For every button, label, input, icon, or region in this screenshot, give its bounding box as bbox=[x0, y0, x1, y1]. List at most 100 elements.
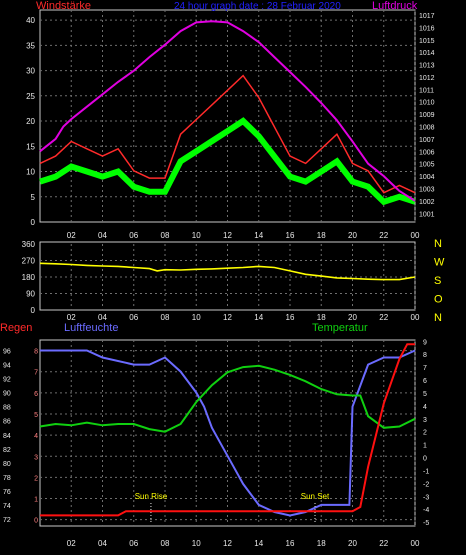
pressure-tick-label: 1008 bbox=[419, 125, 435, 132]
rain-axis-label: Regen bbox=[0, 322, 32, 334]
x-tick-label: 16 bbox=[286, 313, 295, 322]
humidity-temperature-rain-chart: 01234567872747678808284868890929496-5-4-… bbox=[0, 322, 429, 548]
temperature-tick-label: 8 bbox=[423, 352, 427, 359]
wind-y-tick-label: 15 bbox=[26, 142, 35, 151]
x-tick-label: 18 bbox=[317, 539, 326, 548]
wind-y-tick-label: 30 bbox=[26, 67, 35, 76]
humidity-tick-label: 74 bbox=[3, 503, 11, 510]
compass-label: N bbox=[434, 238, 442, 250]
temperature-tick-label: -2 bbox=[423, 481, 429, 488]
x-tick-label: 04 bbox=[98, 539, 107, 548]
x-tick-label: 04 bbox=[98, 231, 107, 240]
pressure-tick-label: 1004 bbox=[419, 174, 435, 181]
pressure-axis-label: Luftdruck bbox=[372, 0, 418, 12]
x-tick-label: 12 bbox=[223, 313, 232, 322]
humidity-tick-label: 92 bbox=[3, 377, 11, 384]
x-tick-label: 16 bbox=[286, 231, 295, 240]
direction-y-tick-label: 270 bbox=[22, 257, 36, 266]
x-tick-label: 20 bbox=[348, 231, 357, 240]
humidity-tick-label: 94 bbox=[3, 363, 11, 370]
temperature-line bbox=[39, 364, 416, 433]
wind-y-tick-label: 40 bbox=[26, 16, 35, 25]
wind-y-tick-label: 25 bbox=[26, 92, 35, 101]
rain-tick-label: 0 bbox=[34, 518, 38, 525]
rain-tick-label: 2 bbox=[34, 475, 38, 482]
wind-y-tick-label: 5 bbox=[31, 193, 36, 202]
direction-y-tick-label: 360 bbox=[22, 240, 36, 249]
direction-y-tick-label: 0 bbox=[31, 306, 36, 315]
pressure-tick-label: 1002 bbox=[419, 199, 435, 206]
temperature-tick-label: 5 bbox=[423, 391, 427, 398]
rain-tick-label: 8 bbox=[34, 349, 38, 356]
x-tick-label: 16 bbox=[286, 539, 295, 548]
x-tick-label: 22 bbox=[379, 539, 388, 548]
humidity-line bbox=[40, 349, 416, 517]
wind-y-tick-label: 10 bbox=[26, 168, 35, 177]
humidity-tick-label: 82 bbox=[3, 447, 11, 454]
rain-line bbox=[40, 343, 415, 517]
humidity-tick-label: 80 bbox=[3, 461, 11, 468]
x-tick-label: 02 bbox=[67, 539, 76, 548]
humidity-tick-label: 88 bbox=[3, 405, 11, 412]
sun-event-label: Sun Set bbox=[301, 492, 330, 501]
temperature-tick-label: 4 bbox=[423, 404, 427, 411]
direction-y-tick-label: 180 bbox=[22, 273, 36, 282]
rain-tick-label: 4 bbox=[34, 433, 38, 440]
pressure-tick-label: 1009 bbox=[419, 112, 435, 119]
x-tick-label: 00 bbox=[411, 539, 420, 548]
wind-y-tick-label: 20 bbox=[26, 117, 35, 126]
x-tick-label: 02 bbox=[67, 313, 76, 322]
temperature-tick-label: 6 bbox=[423, 378, 427, 385]
temperature-tick-label: 0 bbox=[423, 456, 427, 463]
compass-label: O bbox=[434, 294, 443, 306]
temperature-tick-label: 1 bbox=[423, 443, 427, 450]
pressure-tick-label: 1016 bbox=[419, 25, 435, 32]
pressure-tick-label: 1011 bbox=[419, 87, 434, 94]
x-tick-label: 04 bbox=[98, 313, 107, 322]
x-tick-label: 12 bbox=[223, 539, 232, 548]
humidity-tick-label: 78 bbox=[3, 475, 11, 482]
x-tick-label: 22 bbox=[379, 313, 388, 322]
temperature-tick-label: -4 bbox=[423, 507, 429, 514]
x-tick-label: 18 bbox=[317, 231, 326, 240]
pressure-tick-label: 1001 bbox=[419, 211, 435, 218]
temperature-axis-label: Temperatur bbox=[312, 322, 368, 334]
x-tick-label: 14 bbox=[254, 231, 263, 240]
temperature-tick-label: 3 bbox=[423, 417, 427, 424]
temperature-tick-label: 7 bbox=[423, 365, 427, 372]
temperature-tick-label: 2 bbox=[423, 430, 427, 437]
x-tick-label: 10 bbox=[192, 539, 201, 548]
wind-pressure-chart: 0 5 10 15 20 25 30 35 40 1001 1002 1003 1004 1005 1006… bbox=[26, 0, 435, 240]
x-tick-label: 20 bbox=[348, 539, 357, 548]
pressure-tick-label: 1010 bbox=[419, 100, 435, 107]
humidity-tick-label: 72 bbox=[3, 517, 11, 524]
x-tick-label: 20 bbox=[348, 313, 357, 322]
x-tick-label: 00 bbox=[411, 313, 420, 322]
x-tick-label: 14 bbox=[254, 539, 263, 548]
compass-label: W bbox=[434, 257, 445, 269]
humidity-tick-label: 90 bbox=[3, 391, 11, 398]
rain-tick-label: 7 bbox=[34, 370, 38, 377]
pressure-tick-label: 1017 bbox=[419, 13, 435, 20]
direction-y-tick-label: 90 bbox=[26, 290, 35, 299]
pressure-tick-label: 1003 bbox=[419, 187, 435, 194]
rain-tick-label: 5 bbox=[34, 412, 38, 419]
pressure-tick-label: 1005 bbox=[419, 162, 435, 169]
pressure-tick-label: 1006 bbox=[419, 149, 435, 156]
x-tick-label: 22 bbox=[379, 231, 388, 240]
wind-y-tick-label: 0 bbox=[31, 218, 36, 227]
temperature-tick-label: 9 bbox=[423, 339, 427, 346]
x-tick-label: 00 bbox=[411, 231, 420, 240]
x-tick-label: 10 bbox=[192, 313, 201, 322]
x-tick-label: 08 bbox=[161, 313, 170, 322]
rain-tick-label: 1 bbox=[34, 497, 38, 504]
temperature-tick-label: -1 bbox=[423, 468, 429, 475]
wind-chart-title: 24 hour graph date : 28 Februar 2020 bbox=[174, 1, 341, 12]
rain-tick-label: 6 bbox=[34, 391, 38, 398]
compass-label: N bbox=[434, 312, 442, 324]
wind-y-tick-label: 35 bbox=[26, 41, 35, 50]
x-tick-label: 12 bbox=[223, 231, 232, 240]
sun-event-label: Sun Rise bbox=[135, 492, 168, 501]
humidity-tick-label: 76 bbox=[3, 489, 11, 496]
wind-direction-line bbox=[39, 262, 416, 281]
